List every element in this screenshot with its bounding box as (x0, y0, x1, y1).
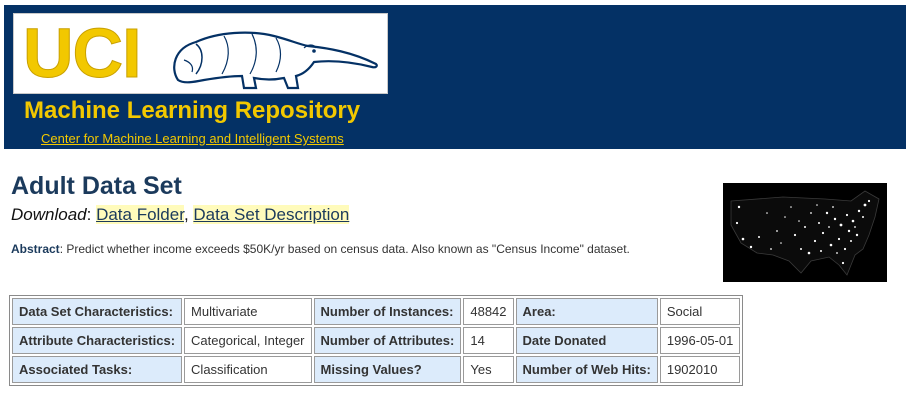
instances-label: Number of Instances: (313, 298, 462, 325)
table-row: Attribute Characteristics: Categorical, … (12, 327, 741, 354)
attribute-characteristics-label: Attribute Characteristics: (12, 327, 183, 354)
abstract-label: Abstract (11, 242, 60, 256)
attribute-characteristics-value: Categorical, Integer (184, 327, 312, 354)
data-folder-link[interactable]: Data Folder (96, 205, 184, 224)
characteristics-label: Data Set Characteristics: (12, 298, 183, 325)
area-label: Area: (515, 298, 658, 325)
attributes-label: Number of Attributes: (313, 327, 462, 354)
instances-value: 48842 (463, 298, 514, 325)
download-line: Download: Data Folder, Data Set Descript… (11, 205, 350, 224)
center-link[interactable]: Center for Machine Learning and Intellig… (41, 131, 344, 146)
date-donated-value: 1996-05-01 (659, 327, 741, 354)
logo-text: UCI (23, 14, 143, 93)
dataset-info-table: Data Set Characteristics: Multivariate N… (9, 295, 744, 386)
download-label: Download (11, 205, 87, 224)
repository-title: Machine Learning Repository (24, 97, 361, 124)
abstract-text: : Predict whether income exceeds $50K/yr… (59, 242, 630, 256)
date-donated-label: Date Donated (515, 327, 658, 354)
uci-logo[interactable]: UCI (13, 13, 388, 94)
table-row: Associated Tasks: Classification Missing… (12, 356, 741, 383)
us-night-lights-map-icon (730, 190, 880, 276)
web-hits-value: 1902010 (659, 356, 741, 383)
table-row: Data Set Characteristics: Multivariate N… (12, 298, 741, 325)
page-title: Adult Data Set (11, 172, 182, 200)
characteristics-value: Multivariate (184, 298, 312, 325)
data-set-description-link[interactable]: Data Set Description (193, 205, 350, 224)
attributes-value: 14 (463, 327, 514, 354)
anteater-icon (173, 31, 378, 90)
abstract: Abstract: Predict whether income exceeds… (11, 242, 630, 256)
dataset-image (723, 183, 887, 282)
tasks-label: Associated Tasks: (12, 356, 183, 383)
header-banner: UCI Machine Learning Repository Center f… (4, 5, 906, 149)
missing-values-value: Yes (463, 356, 514, 383)
web-hits-label: Number of Web Hits: (515, 356, 658, 383)
missing-values-label: Missing Values? (313, 356, 462, 383)
tasks-value: Classification (184, 356, 312, 383)
area-value: Social (659, 298, 741, 325)
